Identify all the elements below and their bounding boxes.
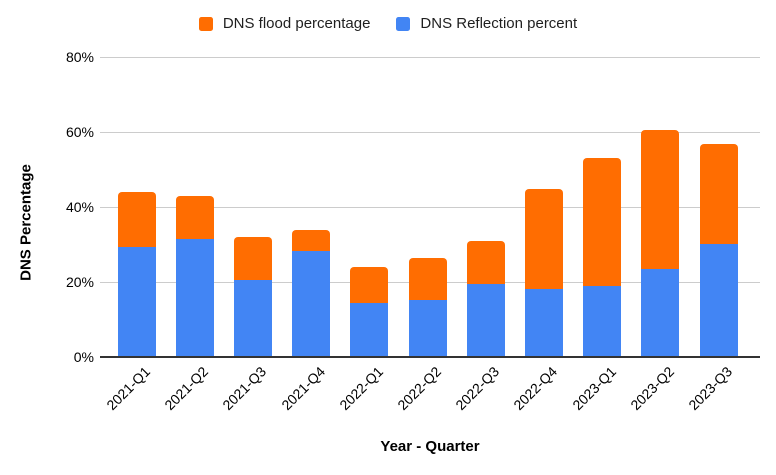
bar-segment-reflection[interactable] bbox=[524, 289, 563, 357]
x-tick-label: 2022-Q3 bbox=[452, 363, 503, 414]
bar-segment-reflection[interactable] bbox=[408, 299, 447, 357]
bar-segment-reflection[interactable] bbox=[699, 244, 738, 357]
y-gridline bbox=[100, 57, 760, 58]
x-tick-label: 2023-Q2 bbox=[627, 363, 677, 414]
legend-item-dns-flood: DNS flood percentage bbox=[198, 15, 371, 32]
bar-segment-reflection[interactable] bbox=[233, 280, 272, 357]
x-tick-label: 2021-Q4 bbox=[277, 363, 328, 414]
x-tick-label: 2023-Q1 bbox=[568, 363, 619, 414]
x-tick-label: 2022-Q4 bbox=[510, 363, 561, 414]
legend-swatch-flood-icon bbox=[198, 17, 213, 31]
bar-segment-flood[interactable] bbox=[350, 267, 389, 303]
legend-item-dns-reflection: DNS Reflection percent bbox=[396, 16, 577, 32]
bar-segment-reflection[interactable] bbox=[350, 303, 389, 357]
bar-segment-flood[interactable] bbox=[466, 241, 505, 284]
x-tick-label: 2022-Q1 bbox=[336, 363, 386, 414]
bar-segment-flood[interactable] bbox=[292, 229, 331, 251]
bar-segment-flood[interactable] bbox=[117, 191, 156, 247]
y-tick-label: 0% bbox=[73, 349, 94, 365]
y-gridline bbox=[100, 132, 760, 133]
chart-legend: DNS flood percentage DNS Reflection perc… bbox=[0, 16, 776, 32]
legend-label-flood: DNS flood percentage bbox=[222, 15, 371, 32]
bar-segment-flood[interactable] bbox=[641, 130, 680, 269]
y-tick-label: 80% bbox=[65, 49, 94, 65]
bar-segment-reflection[interactable] bbox=[583, 285, 622, 357]
bar-segment-reflection[interactable] bbox=[117, 246, 156, 357]
x-tick-label: 2021-Q1 bbox=[103, 363, 154, 414]
bar-segment-flood[interactable] bbox=[699, 143, 738, 245]
y-axis-title: DNS Percentage bbox=[17, 164, 35, 281]
bar-segment-reflection[interactable] bbox=[466, 283, 505, 357]
x-tick-label: 2021-Q3 bbox=[219, 363, 270, 414]
x-tick-label: 2022-Q2 bbox=[394, 363, 445, 414]
bar-segment-reflection[interactable] bbox=[641, 268, 680, 357]
legend-swatch-reflection-icon bbox=[396, 17, 411, 31]
bar-segment-flood[interactable] bbox=[583, 158, 622, 286]
y-tick-label: 40% bbox=[65, 199, 94, 215]
x-tick-label: 2021-Q2 bbox=[161, 363, 212, 414]
bar-segment-flood[interactable] bbox=[524, 189, 563, 290]
x-axis-baseline bbox=[100, 356, 760, 358]
y-tick-label: 20% bbox=[65, 274, 94, 290]
bar-segment-flood[interactable] bbox=[233, 237, 272, 281]
bar-segment-flood[interactable] bbox=[175, 195, 214, 240]
x-tick-label: 2023-Q3 bbox=[685, 363, 736, 414]
bar-segment-reflection[interactable] bbox=[175, 239, 214, 357]
x-axis-title: Year - Quarter bbox=[380, 438, 480, 455]
legend-label-reflection: DNS Reflection percent bbox=[420, 15, 578, 32]
bar-segment-flood[interactable] bbox=[408, 258, 447, 300]
bar-segment-reflection[interactable] bbox=[292, 250, 331, 357]
y-gridline bbox=[100, 207, 760, 208]
y-tick-label: 60% bbox=[65, 124, 94, 140]
